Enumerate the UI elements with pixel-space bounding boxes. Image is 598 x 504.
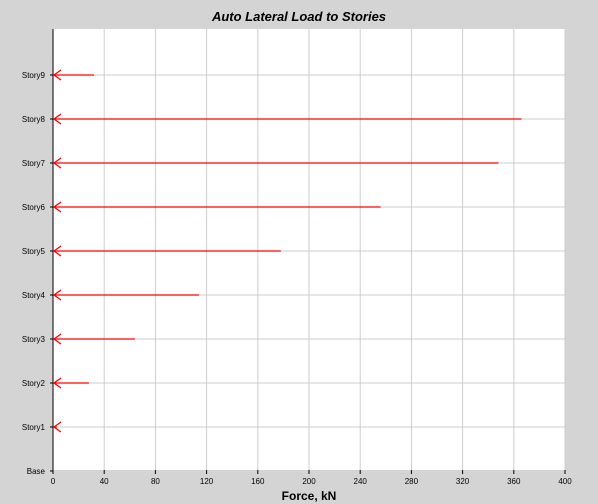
x-axis-label: Force, kN xyxy=(282,489,337,503)
force-arrow-head xyxy=(52,113,62,125)
chart-title: Auto Lateral Load to Stories xyxy=(211,9,387,24)
x-tick-label: 0 xyxy=(51,477,56,486)
y-tick-label: Base xyxy=(27,467,46,476)
y-tick-label: Story1 xyxy=(22,423,46,432)
y-tick-label: Story6 xyxy=(22,203,46,212)
x-tick-label: 160 xyxy=(251,477,265,486)
x-tick-label: 360 xyxy=(507,477,521,486)
x-tick-label: 80 xyxy=(151,477,160,486)
y-tick-label: Story2 xyxy=(22,379,46,388)
force-arrow-head xyxy=(52,289,62,301)
force-arrow-head xyxy=(52,245,62,257)
x-tick-label: 40 xyxy=(100,477,109,486)
x-tick-label: 400 xyxy=(558,477,572,486)
y-tick-label: Story7 xyxy=(22,159,46,168)
x-tick-label: 320 xyxy=(456,477,470,486)
force-arrow-head xyxy=(52,201,62,213)
x-tick-label: 200 xyxy=(302,477,316,486)
force-arrow-head xyxy=(52,377,62,389)
x-tick-label: 240 xyxy=(354,477,368,486)
y-tick-label: Story9 xyxy=(22,71,46,80)
force-arrow-head xyxy=(52,157,62,169)
force-arrow-head xyxy=(52,333,62,345)
y-tick-label: Story4 xyxy=(22,291,46,300)
force-arrow-head xyxy=(52,69,62,81)
y-tick-label: Story8 xyxy=(22,115,46,124)
force-arrow-head xyxy=(52,421,62,433)
x-tick-label: 280 xyxy=(405,477,419,486)
y-tick-label: Story3 xyxy=(22,335,46,344)
x-tick-label: 120 xyxy=(200,477,214,486)
y-tick-label: Story5 xyxy=(22,247,46,256)
